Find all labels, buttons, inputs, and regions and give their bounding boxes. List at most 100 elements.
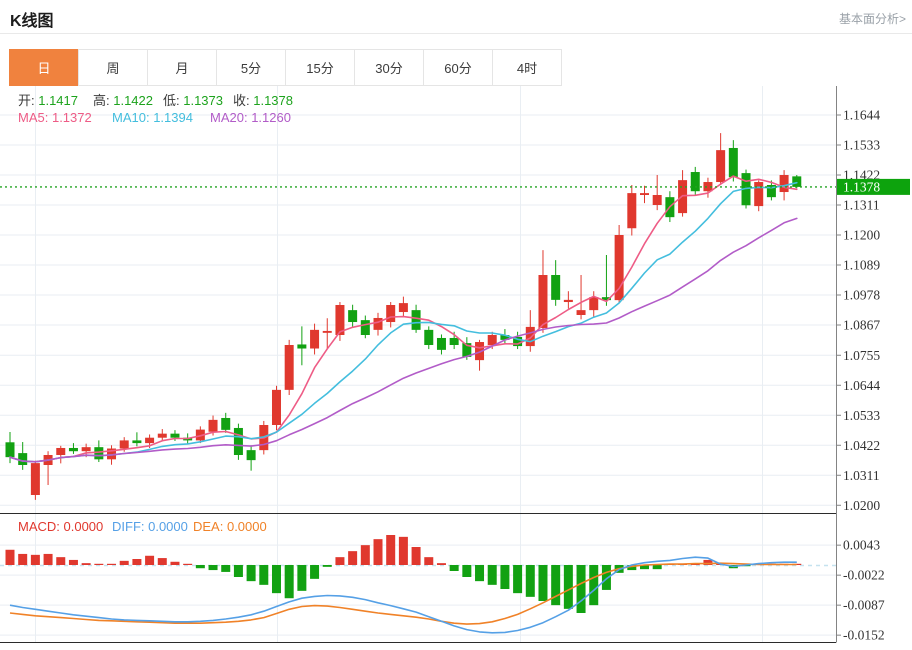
candle — [145, 437, 155, 444]
candle — [360, 320, 370, 335]
candle — [551, 275, 561, 300]
ohlc-close: 收: 1.1378 — [233, 93, 293, 108]
candle — [690, 172, 700, 192]
macd-bar — [398, 536, 408, 565]
macd-histogram-layer — [5, 535, 802, 613]
ma20-value: MA20: 1.1260 — [210, 110, 291, 125]
macd-bar — [94, 563, 104, 565]
macd-bar — [538, 565, 548, 601]
candle — [487, 335, 497, 345]
candle — [297, 344, 307, 349]
period-tab-bar: 日周月 5分 15分 30分 60分 4时 — [9, 49, 562, 86]
candle — [107, 448, 117, 460]
macd-bar — [259, 565, 269, 585]
diff-value: DIFF: 0.0000 — [112, 519, 188, 534]
ma10-line — [9, 181, 798, 463]
current-price-value: 1.1378 — [843, 179, 880, 194]
axis-tick-label: 1.1422 — [843, 168, 880, 183]
macd-bar — [436, 563, 446, 565]
candle — [119, 440, 129, 449]
dea-value: DEA: 0.0000 — [193, 519, 267, 534]
axis-tick-label: 1.0755 — [843, 348, 880, 363]
candle — [348, 310, 358, 323]
macd-bar — [132, 559, 142, 565]
tab-周[interactable]: 周 — [78, 49, 148, 86]
axis-tick-label: -0.0152 — [843, 628, 885, 643]
ma-info-row: MA5: 1.1372 MA10: 1.1394 MA20: 1.1260 — [0, 110, 860, 128]
candle — [792, 176, 802, 187]
macd-bar — [81, 563, 91, 565]
candle — [81, 447, 91, 452]
candle — [411, 310, 421, 330]
axis-tick-label: 1.0644 — [843, 378, 880, 393]
macd-bar — [119, 560, 129, 565]
dea-line — [9, 562, 797, 625]
candle — [157, 433, 167, 438]
axis-tick-label: 1.1200 — [843, 228, 880, 243]
candle — [500, 335, 510, 340]
macd-bar — [563, 565, 573, 609]
tab-月[interactable]: 月 — [147, 49, 217, 86]
macd-bar — [310, 565, 320, 579]
candle — [18, 453, 28, 465]
candle — [170, 433, 180, 438]
macd-bar — [348, 551, 358, 565]
axis-tick-label: 1.1089 — [843, 258, 880, 273]
macd-bar — [449, 565, 459, 571]
tab-60分[interactable]: 60分 — [423, 49, 493, 86]
candle — [310, 329, 320, 349]
macd-bar — [335, 557, 345, 565]
axis-tick-label: 1.0978 — [843, 288, 880, 303]
ohlc-info-row: 开: 1.1417 高: 1.1422 低: 1.1373 收: 1.1378 — [0, 90, 860, 108]
macd-bar — [411, 547, 421, 565]
macd-bar — [703, 559, 713, 565]
macd-bar — [487, 565, 497, 585]
candle — [728, 147, 738, 178]
macd-bar — [513, 565, 523, 594]
current-price-badge: 1.1378 — [837, 178, 910, 195]
axis-tick-label: 1.0422 — [843, 438, 880, 453]
macd-bar — [233, 565, 243, 577]
macd-bar — [373, 539, 383, 565]
candle — [233, 427, 243, 455]
macd-bar — [640, 565, 649, 570]
candle — [589, 297, 599, 311]
candle — [221, 417, 231, 430]
tab-15分[interactable]: 15分 — [285, 49, 355, 86]
axis-tick-label: 1.1533 — [843, 138, 880, 153]
candle — [449, 337, 459, 345]
grid-layer — [0, 86, 836, 643]
macd-bar — [322, 565, 332, 567]
candle — [335, 305, 345, 335]
candle — [208, 419, 218, 432]
macd-bar — [500, 565, 510, 589]
candle — [703, 182, 713, 192]
macd-bar — [475, 565, 485, 582]
macd-value: MACD: 0.0000 — [18, 519, 104, 534]
tab-日[interactable]: 日 — [9, 49, 79, 86]
macd-bar — [170, 561, 180, 565]
fundamental-analysis-link[interactable]: 基本面分析> — [838, 12, 906, 26]
tab-5分[interactable]: 5分 — [216, 49, 286, 86]
candle — [386, 305, 396, 323]
tab-4时[interactable]: 4时 — [492, 49, 562, 86]
candle — [640, 193, 649, 195]
candle — [398, 303, 408, 313]
page-title: K线图 — [10, 13, 54, 30]
candle — [373, 317, 383, 330]
ma10-value: MA10: 1.1394 — [112, 110, 193, 125]
macd-bar — [284, 565, 294, 599]
ohlc-open: 开: 1.1417 — [18, 93, 78, 108]
candle — [436, 337, 446, 350]
macd-bar — [107, 563, 117, 565]
axis-tick-label: 1.0867 — [843, 318, 880, 333]
macd-bar — [589, 565, 599, 606]
candle — [56, 447, 66, 455]
ma5-line — [9, 175, 798, 463]
ma5-value: MA5: 1.1372 — [18, 110, 92, 125]
tab-30分[interactable]: 30分 — [354, 49, 424, 86]
candle — [475, 342, 485, 361]
candle — [513, 336, 523, 347]
macd-bar — [360, 545, 370, 565]
